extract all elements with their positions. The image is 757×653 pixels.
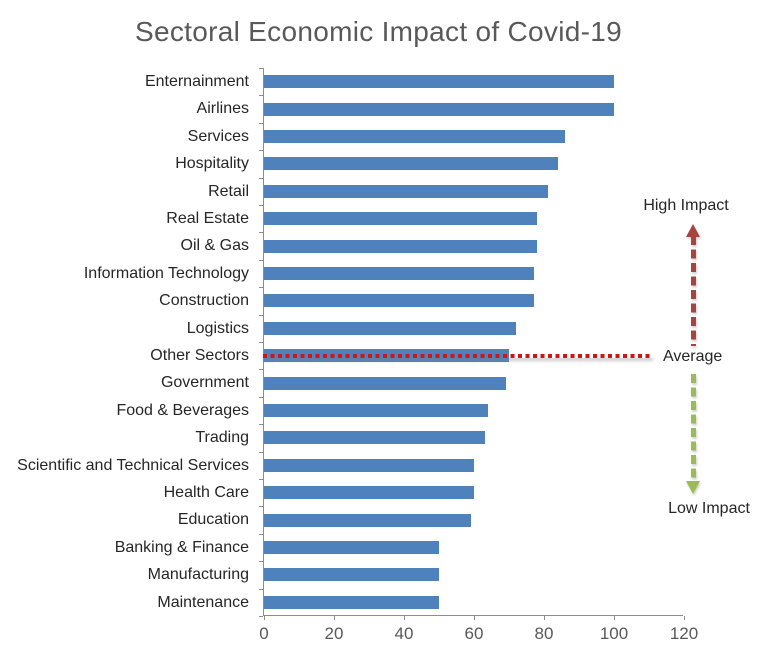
x-axis-tick xyxy=(263,616,265,620)
category-label: Banking & Finance xyxy=(114,538,249,556)
category-label: Hospitality xyxy=(175,155,249,173)
category-label: Maintenance xyxy=(157,593,249,611)
category-label: Other Sectors xyxy=(150,347,249,364)
x-axis-tick xyxy=(683,616,685,620)
bar xyxy=(264,568,439,582)
y-axis-tick xyxy=(259,177,263,179)
category-label: Logistics xyxy=(186,319,249,337)
x-axis-tick-label: 80 xyxy=(534,624,554,643)
category-label: Manufacturing xyxy=(147,566,249,584)
bar xyxy=(264,184,548,198)
bar xyxy=(264,595,439,609)
category-label: Food & Beverages xyxy=(116,401,249,419)
down-arrow-shaft-icon xyxy=(691,374,696,481)
category-label: Services xyxy=(187,127,249,145)
y-axis-tick xyxy=(259,479,263,480)
y-axis-tick xyxy=(259,506,263,508)
bar xyxy=(264,513,471,527)
y-axis-tick xyxy=(259,424,263,426)
x-axis-tick xyxy=(473,616,475,620)
down-arrow-icon xyxy=(686,374,701,494)
bar xyxy=(264,376,506,390)
category-label: Health Care xyxy=(163,484,249,501)
bar xyxy=(264,431,485,445)
high-impact-label: High Impact xyxy=(643,197,729,214)
bar xyxy=(264,486,474,500)
y-axis-tick xyxy=(259,533,263,535)
bar xyxy=(264,541,439,554)
category-label: Government xyxy=(160,374,249,392)
category-label: Education xyxy=(177,511,249,529)
x-axis-tick xyxy=(543,616,545,620)
bar xyxy=(264,458,474,472)
category-label: Enternainment xyxy=(144,73,249,90)
y-axis-tick xyxy=(259,232,263,234)
x-axis-tick-label: 100 xyxy=(599,624,629,643)
y-axis-tick xyxy=(259,369,263,371)
low-impact-label: Low Impact xyxy=(668,500,750,517)
x-axis-tick-label: 60 xyxy=(464,624,484,643)
y-axis-tick xyxy=(259,451,263,453)
bar xyxy=(264,321,516,335)
y-axis-tick xyxy=(259,122,263,124)
x-axis-tick xyxy=(403,616,405,620)
bar xyxy=(264,404,488,417)
x-axis-tick xyxy=(333,616,335,620)
category-label: Oil & Gas xyxy=(180,237,249,255)
y-axis-tick xyxy=(259,561,263,563)
up-arrow-icon xyxy=(686,224,701,346)
x-axis-tick-label: 40 xyxy=(394,624,414,643)
average-dotted-line-icon xyxy=(263,354,653,358)
y-axis-tick xyxy=(259,342,263,343)
y-axis-tick xyxy=(259,616,263,617)
x-axis-tick-label: 20 xyxy=(324,624,344,643)
y-axis-tick xyxy=(259,314,263,316)
up-arrow-shaft-icon xyxy=(691,236,696,346)
category-label: Trading xyxy=(195,429,249,447)
bar xyxy=(264,267,534,280)
y-axis-tick xyxy=(259,287,263,289)
bar xyxy=(264,102,614,116)
down-arrowhead-icon xyxy=(686,481,700,494)
category-label: Information Technology xyxy=(83,264,249,282)
x-axis-tick xyxy=(613,616,615,620)
y-axis-tick xyxy=(259,259,263,261)
bar xyxy=(264,212,537,226)
bar xyxy=(264,75,614,89)
bar xyxy=(264,157,558,171)
y-axis-tick xyxy=(259,95,263,97)
average-label: Average xyxy=(663,348,723,365)
x-axis-tick-label: 120 xyxy=(669,624,699,643)
category-label: Real Estate xyxy=(166,210,249,227)
bar xyxy=(264,294,534,308)
chart-title: Sectoral Economic Impact of Covid-19 xyxy=(134,16,622,47)
up-arrowhead-icon xyxy=(686,224,700,237)
category-label: Airlines xyxy=(196,100,249,118)
bar xyxy=(264,239,537,253)
category-label: Scientific and Technical Services xyxy=(17,456,249,474)
y-axis-tick xyxy=(259,68,263,69)
y-axis-tick xyxy=(259,150,263,152)
plot-area: 0 20 40 60 80 100 120 xyxy=(259,68,698,643)
x-axis-tick-label: 0 xyxy=(259,624,269,643)
y-axis-tick xyxy=(259,205,263,206)
y-axis-tick xyxy=(259,396,263,398)
bar xyxy=(264,130,565,143)
category-label: Retail xyxy=(208,182,249,200)
category-label: Construction xyxy=(159,292,249,310)
y-axis-tick xyxy=(259,588,263,590)
